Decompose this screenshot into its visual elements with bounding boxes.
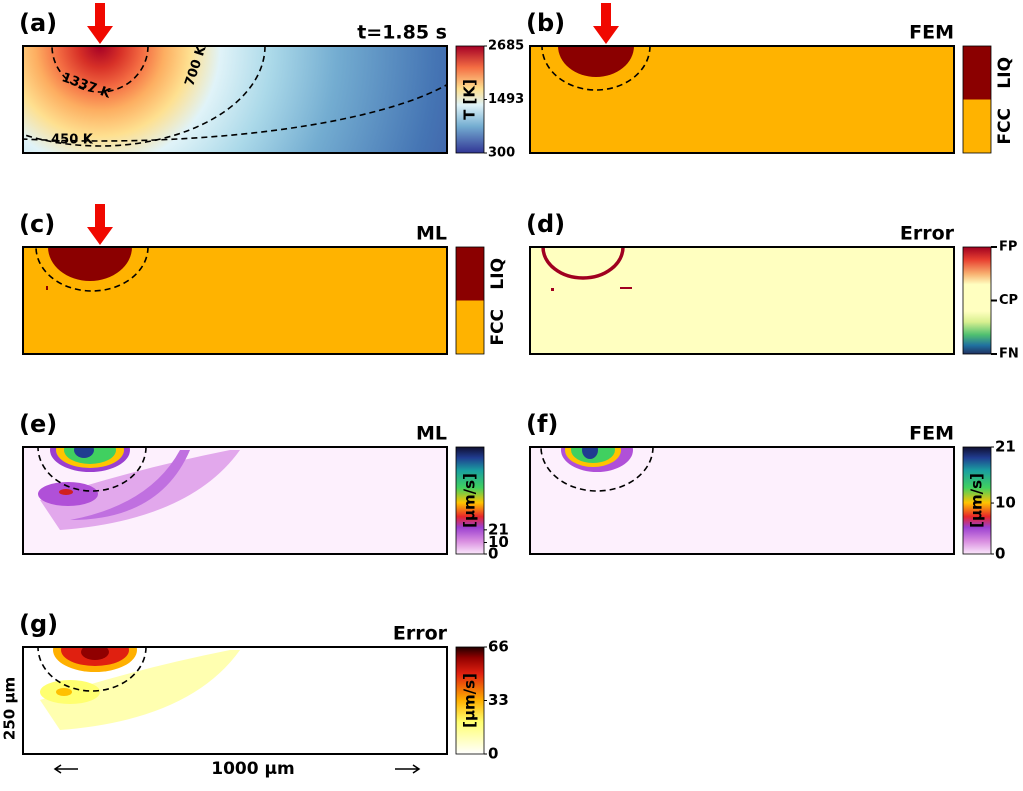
heat-arrow-head [87, 26, 113, 44]
panel-label: (e) [19, 410, 57, 438]
colorbar [963, 247, 991, 354]
panel-field [530, 447, 954, 554]
melt-pool [558, 46, 634, 77]
colorbar-tick-label: 1493 [488, 92, 524, 107]
panel-label: (f) [526, 410, 558, 438]
colorbar-frame [455, 446, 485, 555]
colorbar-category: FCC [995, 108, 1015, 145]
colorbar-frame [962, 246, 992, 355]
panel-frame [22, 246, 448, 355]
error-flow [56, 688, 72, 696]
speck [620, 287, 632, 289]
panel-label: (a) [19, 9, 57, 37]
colorbar-frame [455, 246, 485, 355]
panel-title: Error [900, 223, 955, 245]
panel-field [530, 247, 954, 354]
heat-arrow-head [593, 26, 619, 44]
contour [51, 46, 149, 93]
contour-label: 450 K [51, 133, 94, 148]
speck [46, 286, 48, 290]
panel-field [23, 447, 447, 554]
colorbar-tick-label: 66 [488, 638, 509, 656]
colorbar-category: FP [999, 240, 1017, 255]
flow [59, 489, 73, 495]
panel-title: FEM [909, 22, 954, 44]
x-extent: 1000 µm [211, 759, 294, 779]
colorbar-tick-label: 2685 [488, 39, 524, 54]
colorbar-category: LIQ [995, 57, 1015, 89]
contour [23, 46, 266, 147]
heat-arrow-shaft [95, 204, 105, 229]
colorbar-category: LIQ [488, 258, 508, 290]
colorbar-segment [963, 99, 991, 153]
colorbar-category: FCC [488, 309, 508, 346]
colorbar-segment [963, 46, 991, 100]
panel-field [23, 647, 447, 754]
flow [40, 450, 240, 530]
colorbar-segment [456, 300, 484, 354]
colorbar-label: [µm/s] [461, 473, 479, 528]
panel-frame [529, 246, 955, 355]
colorbar [963, 447, 991, 554]
error-flow [40, 650, 240, 730]
panel-frame [22, 45, 448, 154]
flow [70, 450, 190, 520]
panel-title: FEM [909, 423, 954, 445]
colorbar-frame [455, 646, 485, 755]
panel-frame [529, 446, 955, 555]
colorbar [456, 647, 484, 754]
extent-arrow [395, 764, 421, 774]
flow [74, 447, 94, 458]
panel-frame [22, 446, 448, 555]
panel-title: Error [393, 623, 448, 645]
colorbar [456, 447, 484, 554]
panel-label: (g) [19, 610, 58, 638]
speck [551, 288, 554, 291]
panel-frame [529, 45, 955, 154]
colorbar-tick-label: 33 [488, 691, 509, 709]
colorbar-tick-label: 10 [488, 533, 509, 551]
colorbar-category: FN [999, 347, 1019, 362]
panel-title: ML [416, 423, 447, 445]
colorbar-label: [µm/s] [461, 673, 479, 728]
panel-field [530, 46, 954, 153]
y-extent: 250 µm [1, 677, 19, 740]
heat-arrow-shaft [601, 3, 611, 28]
colorbar-frame [962, 45, 992, 154]
extent-arrow [53, 764, 78, 774]
colorbar-label: T [K] [461, 79, 479, 120]
colorbar-frame [455, 45, 485, 154]
panel-frame [22, 646, 448, 755]
heat-arrow-shaft [95, 3, 105, 28]
heat-arrow-head [87, 227, 113, 245]
field [530, 247, 954, 354]
colorbar-tick-label: 0 [488, 545, 498, 563]
colorbar-tick-label: 0 [995, 545, 1005, 563]
panel-label: (b) [526, 9, 565, 37]
colorbar-tick-label: 10 [995, 494, 1016, 512]
colorbar-tick-label: 300 [488, 146, 515, 161]
colorbar-category: CP [999, 293, 1018, 308]
panel-title: t=1.85 s [357, 22, 447, 44]
error-flow [81, 647, 109, 660]
colorbar [456, 46, 484, 153]
panel-label: (c) [19, 210, 55, 238]
flow [582, 447, 598, 459]
colorbar-tick-label: 21 [995, 438, 1016, 456]
colorbar-label: [µm/s] [968, 473, 986, 528]
panel-title: ML [416, 223, 447, 245]
colorbar-tick-label: 21 [488, 520, 509, 538]
colorbar-tick-label: 0 [488, 745, 498, 763]
colorbar-frame [962, 446, 992, 555]
panel-label: (d) [526, 210, 565, 238]
error-ring [541, 247, 625, 280]
panel-field [23, 247, 447, 354]
colorbar-segment [456, 247, 484, 301]
melt-pool [48, 247, 132, 281]
